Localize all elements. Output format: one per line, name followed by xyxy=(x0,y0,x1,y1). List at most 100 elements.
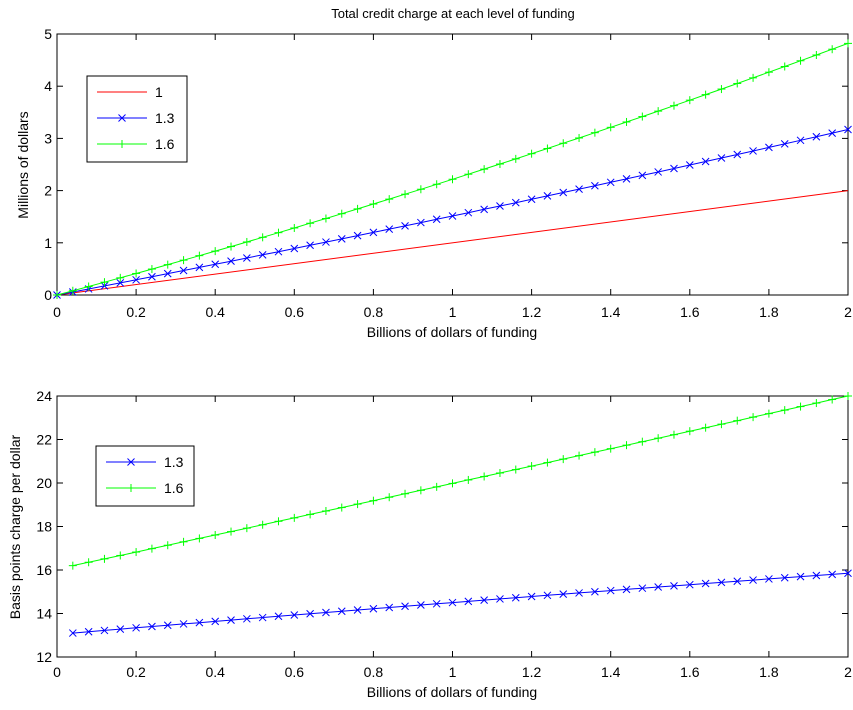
data-point-marker xyxy=(765,143,773,152)
data-point-marker xyxy=(575,185,583,193)
x-tick-label: 1.2 xyxy=(522,304,542,320)
data-point-marker xyxy=(511,593,520,602)
data-point-marker xyxy=(337,235,346,243)
series-line xyxy=(56,190,849,296)
legend-label: 1.6 xyxy=(164,480,184,496)
data-point-marker xyxy=(337,607,346,616)
data-point-marker xyxy=(369,228,378,237)
data-point-marker xyxy=(132,623,140,632)
legend-label: 1.3 xyxy=(164,454,184,470)
data-point-marker xyxy=(638,584,647,593)
data-point-marker xyxy=(591,587,599,596)
bottom-series-layer xyxy=(68,392,852,637)
data-point-marker xyxy=(733,577,742,586)
top-y-axis: 0 1 2 3 4 5 xyxy=(44,26,848,303)
series-1 xyxy=(56,190,849,296)
y-tick-label: 22 xyxy=(36,432,52,448)
data-point-marker xyxy=(211,617,220,626)
series-1.6 xyxy=(53,39,852,299)
top-plot-frame xyxy=(56,33,849,296)
data-point-marker xyxy=(844,569,852,578)
data-point-marker xyxy=(432,215,441,224)
x-tick-label: 2 xyxy=(844,664,852,680)
data-point-marker xyxy=(227,257,235,266)
data-point-marker xyxy=(812,571,821,580)
y-tick-label: 24 xyxy=(36,388,52,404)
legend-label: 1 xyxy=(155,84,163,100)
data-point-marker xyxy=(622,585,631,594)
data-point-marker xyxy=(685,161,694,169)
top-x-axis-label: Billions of dollars of funding xyxy=(367,324,537,340)
data-point-marker xyxy=(116,279,125,287)
data-point-marker xyxy=(527,195,536,204)
legend-item-1.3: 1.3 xyxy=(97,110,175,126)
data-point-marker xyxy=(701,579,710,588)
data-point-marker xyxy=(480,596,488,604)
x-tick-label: 1.8 xyxy=(759,304,779,320)
x-tick-label: 2 xyxy=(844,304,852,320)
y-tick-label: 1 xyxy=(44,235,52,251)
data-point-marker xyxy=(100,626,109,635)
data-point-marker xyxy=(242,614,251,623)
series-1.6 xyxy=(68,392,852,570)
data-point-marker xyxy=(496,202,504,210)
legend-label: 1.6 xyxy=(155,136,175,152)
data-point-marker xyxy=(828,570,837,579)
data-point-marker xyxy=(828,129,837,137)
data-point-marker xyxy=(258,250,267,259)
y-tick-label: 20 xyxy=(36,475,52,491)
bottom-x-axis: 0 0.2 0.4 0.6 0.8 1 1.2 1.4 1.6 1.8 2 xyxy=(53,396,852,680)
legend-item-1: 1 xyxy=(97,84,163,100)
data-point-marker xyxy=(591,181,599,190)
data-point-marker xyxy=(638,171,647,180)
x-tick-label: 0.2 xyxy=(126,304,146,320)
x-tick-label: 0.2 xyxy=(126,664,146,680)
data-point-marker xyxy=(654,168,663,176)
data-point-marker xyxy=(749,147,757,155)
data-point-marker xyxy=(118,114,126,122)
y-tick-label: 14 xyxy=(36,606,52,622)
data-point-marker xyxy=(796,136,805,145)
data-point-marker xyxy=(717,578,726,587)
bottom-plot-frame xyxy=(56,395,849,658)
x-tick-label: 0.8 xyxy=(364,304,384,320)
data-point-marker xyxy=(717,154,726,162)
data-point-marker xyxy=(496,595,504,603)
x-tick-label: 0 xyxy=(53,304,61,320)
x-tick-label: 1.6 xyxy=(680,304,700,320)
data-point-marker xyxy=(543,591,552,600)
data-point-marker xyxy=(401,602,409,611)
y-tick-label: 12 xyxy=(36,649,52,665)
data-point-marker xyxy=(796,572,805,581)
data-point-marker xyxy=(448,598,457,607)
series-line xyxy=(72,572,849,634)
data-point-marker xyxy=(812,132,821,141)
data-point-marker xyxy=(622,175,631,183)
legend-item-1.6: 1.6 xyxy=(106,480,184,496)
data-point-marker xyxy=(84,627,93,636)
top-series-layer xyxy=(53,39,852,299)
data-point-marker xyxy=(749,576,757,584)
data-point-marker xyxy=(701,157,710,166)
x-tick-label: 1.6 xyxy=(680,664,700,680)
data-point-marker xyxy=(685,580,694,589)
bottom-legend: 1.3 1.6 xyxy=(95,445,195,507)
chart-bottom: 0 0.2 0.4 0.6 0.8 1 1.2 1.4 1.6 1.8 2 12 14 16 18 20 22… xyxy=(7,388,852,700)
data-point-marker xyxy=(511,198,520,207)
data-point-marker xyxy=(242,254,251,262)
data-point-marker xyxy=(163,621,172,630)
data-point-marker xyxy=(448,212,457,220)
x-tick-label: 0.4 xyxy=(205,304,225,320)
data-point-marker xyxy=(132,275,140,284)
data-point-marker xyxy=(401,222,409,230)
y-tick-label: 2 xyxy=(44,183,52,199)
data-point-marker xyxy=(274,247,283,256)
data-point-marker xyxy=(195,263,204,272)
y-tick-label: 16 xyxy=(36,562,52,578)
data-point-marker xyxy=(353,231,362,240)
data-point-marker xyxy=(464,597,473,606)
x-tick-label: 1.4 xyxy=(601,304,621,320)
y-tick-label: 5 xyxy=(44,26,52,42)
x-tick-label: 1.4 xyxy=(601,664,621,680)
